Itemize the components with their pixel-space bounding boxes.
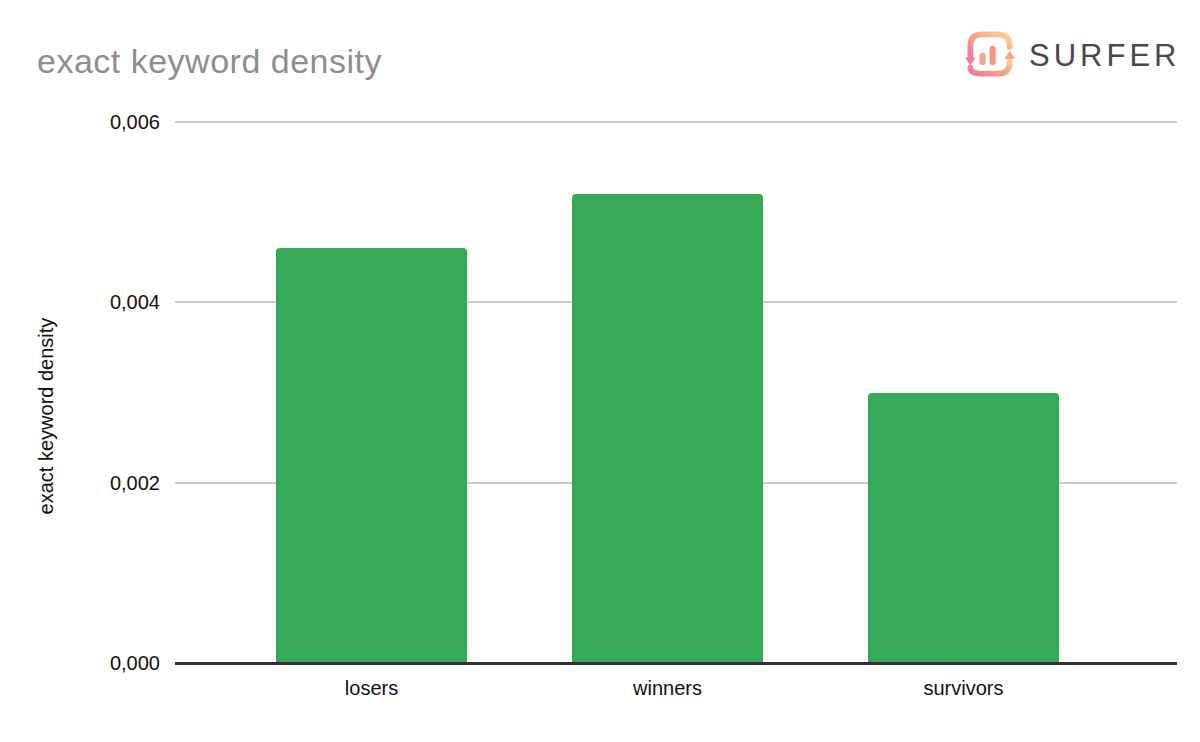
y-tick-label: 0,002 <box>40 470 160 496</box>
y-tick-label: 0,000 <box>40 650 160 676</box>
y-tick-label: 0,006 <box>40 109 160 135</box>
bar-losers <box>276 248 467 663</box>
chart-page: exact keyword density SURFER <box>0 0 1200 742</box>
bar-survivors <box>868 393 1059 664</box>
bar-winners <box>572 194 763 663</box>
gridline <box>175 121 1177 123</box>
x-axis-line <box>175 662 1177 665</box>
x-category-label: losers <box>262 677 482 700</box>
bar-chart: exact keyword density 0,0000,0020,0040,0… <box>0 0 1200 742</box>
y-tick-label: 0,004 <box>40 289 160 315</box>
x-category-label: winners <box>558 677 778 700</box>
x-category-label: survivors <box>854 677 1074 700</box>
